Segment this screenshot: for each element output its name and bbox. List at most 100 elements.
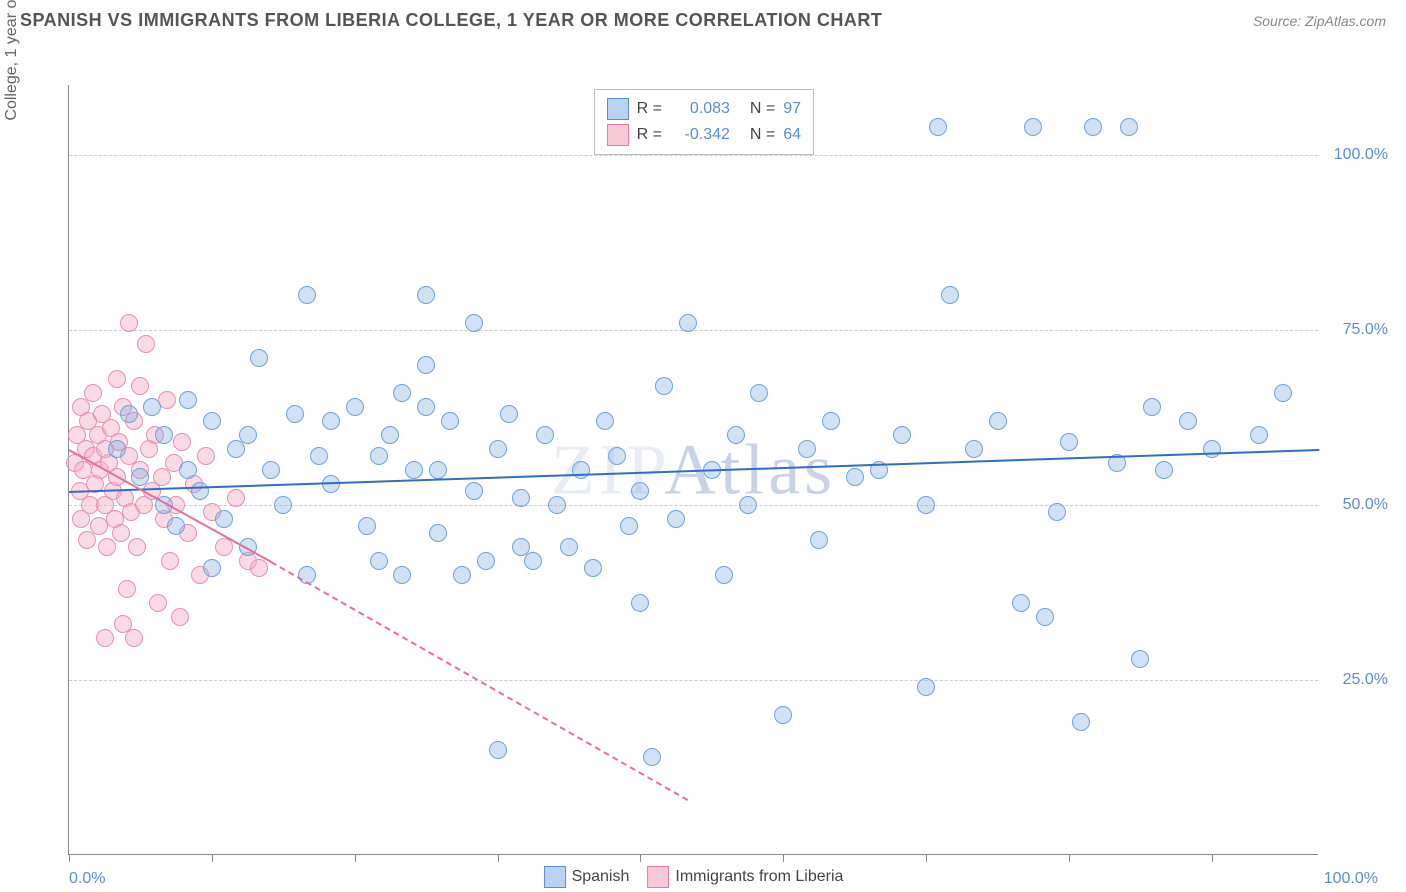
scatter-point (128, 538, 146, 556)
y-axis-label: College, 1 year or more (3, 0, 21, 121)
x-tick (212, 854, 213, 862)
gridline (69, 155, 1318, 156)
scatter-point (262, 461, 280, 479)
scatter-point (322, 412, 340, 430)
scatter-point (108, 440, 126, 458)
scatter-point (941, 286, 959, 304)
scatter-point (917, 678, 935, 696)
scatter-point (250, 349, 268, 367)
scatter-point (98, 538, 116, 556)
y-tick-label: 50.0% (1328, 496, 1388, 514)
legend-swatch (607, 124, 629, 146)
scatter-point (584, 559, 602, 577)
legend-item: Immigrants from Liberia (647, 866, 843, 888)
scatter-point (137, 335, 155, 353)
scatter-point (536, 426, 554, 444)
scatter-point (393, 384, 411, 402)
scatter-point (727, 426, 745, 444)
scatter-point (417, 398, 435, 416)
scatter-point (405, 461, 423, 479)
scatter-point (114, 615, 132, 633)
scatter-point (631, 482, 649, 500)
scatter-point (715, 566, 733, 584)
scatter-point (155, 426, 173, 444)
scatter-point (417, 356, 435, 374)
x-tick (640, 854, 641, 862)
legend-r-label: R = (637, 126, 662, 144)
legend-swatch (647, 866, 669, 888)
scatter-point (274, 496, 292, 514)
x-tick (355, 854, 356, 862)
y-tick-label: 75.0% (1328, 321, 1388, 339)
scatter-point (465, 314, 483, 332)
scatter-point (149, 594, 167, 612)
scatter-point (346, 398, 364, 416)
scatter-point (774, 706, 792, 724)
gridline (69, 505, 1318, 506)
scatter-point (1048, 503, 1066, 521)
legend-label: Spanish (572, 868, 630, 886)
scatter-point (810, 531, 828, 549)
scatter-point (429, 461, 447, 479)
legend-series: Spanish Immigrants from Liberia (544, 866, 844, 888)
legend-stat-row: R =0.083N =97 (607, 96, 801, 122)
scatter-point (679, 314, 697, 332)
scatter-point (120, 405, 138, 423)
scatter-point (125, 629, 143, 647)
scatter-point (1012, 594, 1030, 612)
scatter-point (310, 447, 328, 465)
scatter-point (893, 426, 911, 444)
x-axis-max-label: 100.0% (1324, 870, 1378, 888)
plot-area: ZIPAtlas R =0.083N =97R =-0.342N =64 0.0… (68, 85, 1318, 855)
scatter-point (191, 482, 209, 500)
scatter-point (1250, 426, 1268, 444)
x-tick (498, 854, 499, 862)
x-tick (783, 854, 784, 862)
scatter-point (108, 370, 126, 388)
legend-stats: R =0.083N =97R =-0.342N =64 (594, 89, 814, 155)
scatter-point (370, 447, 388, 465)
scatter-point (846, 468, 864, 486)
scatter-point (143, 398, 161, 416)
scatter-point (596, 412, 614, 430)
legend-stat-row: R =-0.342N =64 (607, 122, 801, 148)
scatter-point (90, 517, 108, 535)
scatter-point (250, 559, 268, 577)
scatter-point (1131, 650, 1149, 668)
scatter-point (655, 377, 673, 395)
scatter-point (608, 447, 626, 465)
scatter-point (929, 118, 947, 136)
scatter-point (453, 566, 471, 584)
scatter-point (203, 412, 221, 430)
scatter-point (917, 496, 935, 514)
y-tick-label: 100.0% (1328, 146, 1388, 164)
scatter-point (477, 552, 495, 570)
scatter-point (1036, 608, 1054, 626)
scatter-point (1120, 118, 1138, 136)
scatter-point (120, 314, 138, 332)
scatter-point (489, 440, 507, 458)
scatter-point (215, 510, 233, 528)
scatter-point (118, 580, 136, 598)
scatter-point (548, 496, 566, 514)
scatter-point (965, 440, 983, 458)
scatter-point (298, 286, 316, 304)
scatter-point (1084, 118, 1102, 136)
scatter-point (1155, 461, 1173, 479)
legend-swatch (544, 866, 566, 888)
scatter-point (465, 482, 483, 500)
legend-r-value: -0.342 (670, 126, 730, 144)
scatter-point (512, 489, 530, 507)
x-axis-min-label: 0.0% (69, 870, 105, 888)
scatter-point (1274, 384, 1292, 402)
legend-item: Spanish (544, 866, 630, 888)
scatter-point (96, 629, 114, 647)
scatter-point (84, 384, 102, 402)
scatter-point (179, 461, 197, 479)
scatter-point (167, 517, 185, 535)
x-tick (926, 854, 927, 862)
scatter-point (173, 433, 191, 451)
scatter-point (1143, 398, 1161, 416)
scatter-point (500, 405, 518, 423)
legend-label: Immigrants from Liberia (675, 868, 843, 886)
